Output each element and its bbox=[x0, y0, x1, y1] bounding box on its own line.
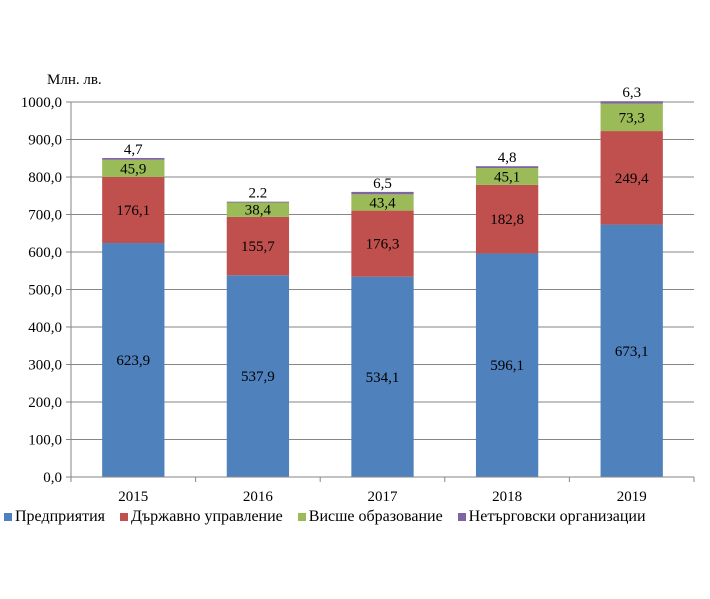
y-tick-label: 700,0 bbox=[28, 208, 62, 224]
data-label: 249,4 bbox=[615, 171, 649, 187]
legend-item: Висше образование bbox=[297, 508, 443, 526]
bar-segment bbox=[600, 224, 663, 477]
legend-label: Висше образование bbox=[308, 508, 443, 525]
bar-segment bbox=[351, 191, 414, 195]
y-axis-unit-label: Млн. лв. bbox=[47, 72, 102, 88]
data-label: 6,3 bbox=[622, 85, 641, 101]
data-label: 534,1 bbox=[366, 370, 400, 386]
data-label: 182,8 bbox=[490, 212, 524, 228]
bar-segment bbox=[102, 159, 165, 177]
data-label: 537,9 bbox=[241, 369, 275, 385]
data-label: 155,7 bbox=[241, 239, 275, 255]
data-label: 38,4 bbox=[245, 203, 272, 219]
bar-segment bbox=[226, 216, 290, 276]
y-tick-label: 200,0 bbox=[28, 395, 62, 411]
x-tick-label: 2019 bbox=[617, 489, 647, 505]
bar-segment bbox=[102, 177, 165, 244]
data-label: 45,9 bbox=[120, 161, 146, 177]
y-tick-label: 600,0 bbox=[28, 245, 62, 261]
legend-swatch bbox=[297, 513, 306, 521]
y-tick-label: 900,0 bbox=[28, 133, 62, 149]
data-label: 176,1 bbox=[116, 203, 150, 219]
bar-segment bbox=[102, 158, 165, 160]
data-label: 73,3 bbox=[619, 110, 645, 126]
data-label: 673,1 bbox=[615, 344, 649, 360]
bar-segment bbox=[475, 168, 539, 185]
data-label: 45,1 bbox=[494, 169, 520, 185]
bar-segment bbox=[475, 184, 539, 254]
bar-segment bbox=[475, 253, 539, 477]
data-labels: 623,9 176,1 45,9 4,7 537,9 155,7 38,42.2 534,1 1… bbox=[116, 85, 649, 386]
y-tick-label: 500,0 bbox=[28, 283, 62, 299]
y-tick-label: 0,0 bbox=[43, 470, 62, 486]
legend-item: Държавно управление bbox=[119, 508, 283, 526]
bar-segment bbox=[600, 103, 663, 132]
legend-item: Предприятия bbox=[4, 508, 105, 526]
y-tick-label: 1000,0 bbox=[21, 95, 62, 111]
x-tick-label: 2018 bbox=[492, 489, 522, 505]
x-tick-label: 2015 bbox=[118, 489, 148, 505]
legend-swatch bbox=[4, 513, 12, 521]
bar-segment bbox=[351, 276, 414, 477]
bar-segment bbox=[475, 166, 539, 168]
data-label: 6,5 bbox=[373, 176, 392, 192]
x-tick-label: 2017 bbox=[368, 489, 399, 505]
data-label: 623,9 bbox=[116, 353, 150, 369]
y-tick-label: 300,0 bbox=[28, 358, 62, 374]
x-tick-label: 2016 bbox=[243, 489, 274, 505]
legend-swatch bbox=[119, 513, 128, 521]
legend-swatch bbox=[457, 513, 466, 521]
bar-segment bbox=[226, 201, 290, 203]
x-axis: 2015 2016 2017 2018 2019 bbox=[70, 476, 695, 505]
data-label: 4,8 bbox=[498, 150, 517, 166]
legend: Предприятия Държавно управление Висше обра… bbox=[4, 508, 661, 526]
data-label: 2.2 bbox=[249, 186, 268, 202]
bar-segment bbox=[600, 101, 663, 104]
bar-segment bbox=[600, 131, 663, 225]
bar-segment bbox=[102, 243, 165, 477]
data-label: 4,7 bbox=[124, 142, 143, 158]
data-label: 43,4 bbox=[369, 195, 396, 211]
bars bbox=[102, 101, 663, 477]
data-label: 176,3 bbox=[366, 237, 400, 253]
data-label: 596,1 bbox=[490, 358, 524, 374]
legend-label: Държавно управление bbox=[130, 508, 283, 525]
y-tick-label: 100,0 bbox=[28, 433, 62, 449]
legend-label: Нетърговски организации bbox=[468, 508, 646, 525]
bar-segment bbox=[226, 202, 290, 217]
bar-segment bbox=[226, 275, 290, 477]
y-tick-label: 800,0 bbox=[28, 170, 62, 186]
legend-label: Предприятия bbox=[15, 508, 105, 525]
y-tick-label: 400,0 bbox=[28, 320, 62, 336]
y-axis-ticks: 0,0 100,0 200,0 300,0 400,0 500,0 600,0 700,0 80… bbox=[21, 95, 72, 486]
legend-item: Нетърговски организации bbox=[457, 508, 646, 526]
bar-segment bbox=[351, 194, 414, 211]
bar-segment bbox=[351, 210, 414, 277]
